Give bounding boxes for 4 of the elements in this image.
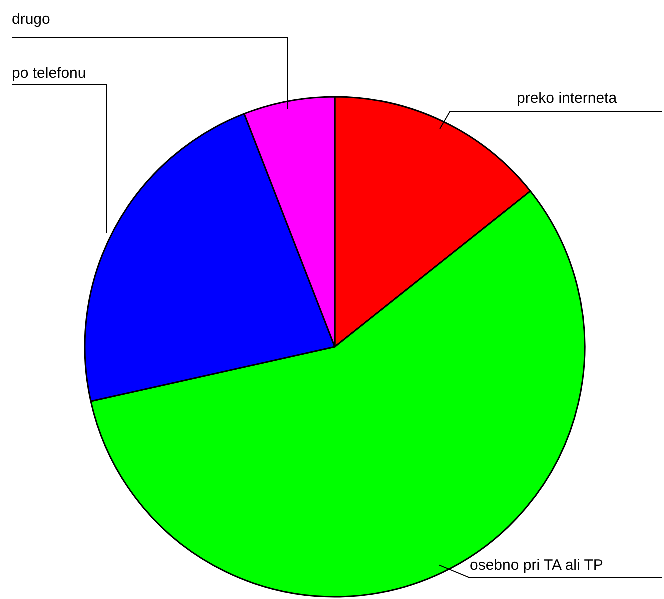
slice-label: preko interneta <box>517 90 618 107</box>
slice-label: drugo <box>12 11 50 28</box>
slice-label: osebno pri TA ali TP <box>470 557 604 574</box>
slice-label: po telefonu <box>12 65 86 82</box>
